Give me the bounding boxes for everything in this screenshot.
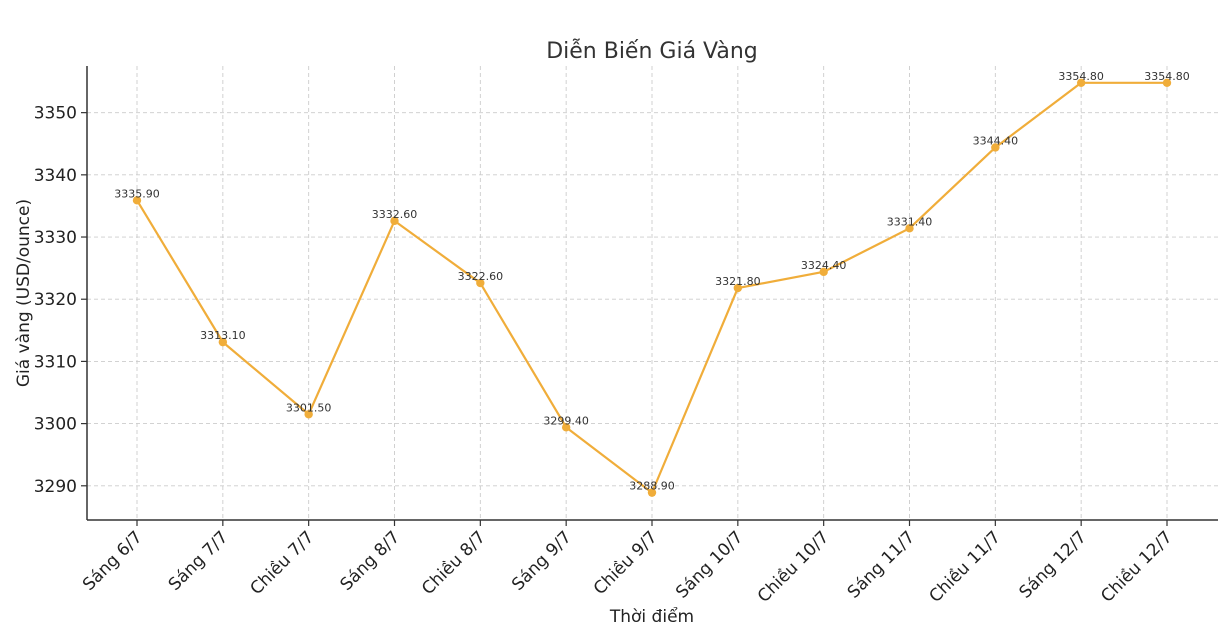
data-label: 3288.90: [629, 480, 675, 493]
y-ticks: 3290 3300 3310 3320 3330 3340 3350: [34, 104, 87, 497]
data-point: [390, 216, 399, 226]
x-tick-label: Chiều 10/7: [753, 527, 833, 607]
series-layer: 3335.90 3313.10 3301.50 3332.60 3322.60 3299.…: [114, 70, 1190, 497]
data-point: [1162, 78, 1172, 87]
x-tick-label: Chiều 11/7: [925, 527, 1005, 607]
y-tick-label: 3350: [34, 104, 77, 124]
data-point: [476, 278, 485, 288]
data-label: 3331.40: [887, 215, 933, 228]
x-tick-label: Sáng 7/7: [165, 527, 233, 595]
y-tick-label: 3340: [34, 166, 77, 186]
y-tick-label: 3300: [34, 415, 77, 435]
data-point: [905, 224, 914, 233]
x-tick-label: Sáng 11/7: [844, 527, 919, 602]
y-tick-label: 3290: [34, 477, 77, 497]
y-axis-title: Giá vàng (USD/ounce): [14, 199, 34, 387]
x-tick-label: Sáng 6/7: [79, 527, 147, 595]
data-label: 3332.60: [372, 208, 418, 221]
data-label: 3321.80: [715, 275, 761, 288]
data-point: [561, 423, 571, 432]
data-label: 3324.40: [801, 259, 847, 272]
x-tick-label: Sáng 8/7: [336, 527, 404, 595]
data-label: 3354.80: [1144, 70, 1190, 83]
data-point: [218, 337, 228, 347]
x-tick-label: Chiều 12/7: [1096, 527, 1176, 607]
data-point: [733, 283, 743, 293]
data-point: [991, 143, 1000, 152]
data-label: 3335.90: [114, 187, 160, 200]
x-tick-label: Chiều 8/7: [417, 527, 489, 599]
x-axis-title: Thời điểm: [609, 606, 694, 627]
data-label: 3301.50: [286, 401, 332, 414]
data-point: [819, 267, 828, 277]
grid-lines: [87, 66, 1218, 520]
data-label: 3299.40: [543, 414, 589, 427]
x-tick-label: Sáng 10/7: [672, 527, 747, 602]
data-label: 3313.10: [200, 329, 246, 342]
data-label: 3344.40: [973, 134, 1019, 147]
x-tick-label: Chiều 7/7: [246, 527, 318, 599]
data-point: [304, 410, 313, 419]
y-tick-label: 3310: [34, 352, 77, 372]
data-point: [132, 196, 142, 205]
x-tick-label: Sáng 9/7: [508, 527, 576, 595]
x-tick-label: Chiều 9/7: [589, 527, 661, 599]
data-point: [1076, 78, 1086, 87]
chart-title: Diễn Biến Giá Vàng: [546, 38, 758, 64]
x-ticks: Sáng 6/7 Sáng 7/7 Chiều 7/7 Sáng 8/7 Chiều 8…: [79, 520, 1177, 607]
x-tick-label: Sáng 12/7: [1015, 527, 1090, 602]
y-tick-label: 3330: [34, 228, 77, 248]
data-label: 3322.60: [458, 270, 504, 283]
data-label: 3354.80: [1058, 70, 1104, 83]
data-point: [647, 488, 657, 497]
y-tick-label: 3320: [34, 290, 77, 310]
